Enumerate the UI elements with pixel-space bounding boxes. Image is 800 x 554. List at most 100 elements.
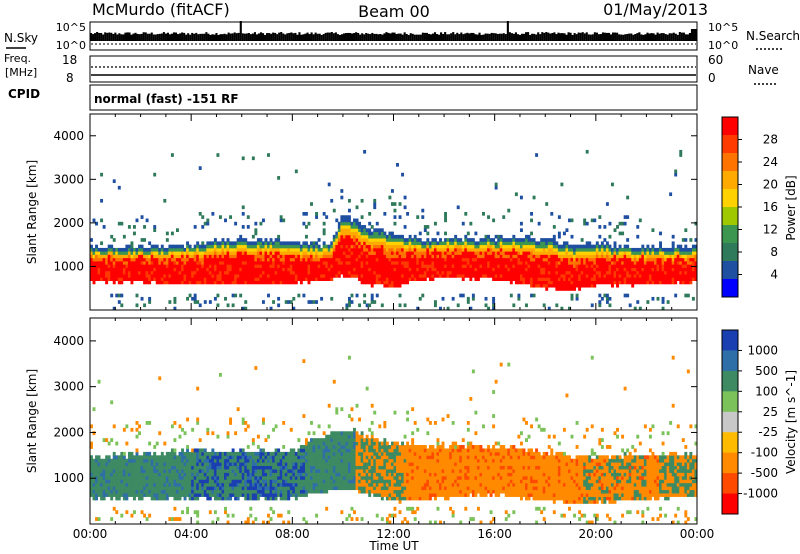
power-cell <box>370 247 374 252</box>
velocity-cell <box>216 496 220 501</box>
power-cell <box>330 257 334 262</box>
power-cell <box>90 274 93 278</box>
power-cell <box>522 277 526 281</box>
velocity-cell <box>168 489 172 494</box>
nsky-bar <box>636 33 639 41</box>
power-cell <box>411 241 415 246</box>
power-cell <box>254 264 258 268</box>
power-cell <box>684 247 688 252</box>
power-cell <box>416 215 420 219</box>
power-cell <box>388 238 392 242</box>
velocity-cell <box>254 482 258 487</box>
power-cell <box>213 247 217 252</box>
velocity-cell <box>158 472 162 477</box>
power-cell <box>588 270 592 275</box>
power-cell <box>557 257 561 262</box>
power-colorbar-cell <box>722 153 738 172</box>
velocity-cell <box>236 451 240 456</box>
power-cell <box>294 254 298 259</box>
power-cell <box>259 241 263 246</box>
velocity-cell <box>165 475 169 480</box>
power-cell <box>244 257 248 262</box>
power-cell <box>403 303 407 308</box>
power-cell <box>585 221 589 226</box>
power-cell <box>598 300 602 304</box>
power-cell <box>117 221 121 226</box>
velocity-cell <box>229 462 233 467</box>
power-cell <box>643 247 647 252</box>
power-cell <box>504 274 508 278</box>
power-cell <box>294 251 298 255</box>
velocity-cell <box>163 479 167 484</box>
velocity-cell <box>163 458 167 463</box>
power-cell <box>241 306 245 310</box>
power-cell <box>294 270 298 275</box>
power-cell <box>593 261 597 265</box>
power-cell <box>466 241 470 246</box>
power-cell <box>254 221 258 226</box>
power-cell <box>261 251 265 255</box>
power-cell <box>234 270 238 275</box>
velocity-cell <box>155 455 159 460</box>
noise-panel: N.Sky 10^5 10^0 10^5 10^0 N.Search <box>4 21 800 52</box>
power-cell <box>684 238 688 242</box>
power-cell <box>175 261 179 265</box>
power-cell <box>155 267 159 272</box>
power-cell <box>600 267 604 272</box>
power-cell <box>552 234 556 239</box>
velocity-cell <box>203 472 207 477</box>
power-cell <box>421 215 425 219</box>
nsky-bar <box>371 32 374 41</box>
power-cell <box>641 264 645 268</box>
power-cell <box>686 247 690 252</box>
power-cell <box>178 247 182 252</box>
velocity-cell <box>198 479 202 484</box>
nsky-bar <box>529 34 532 41</box>
power-cell <box>575 293 579 298</box>
power-cell <box>259 254 263 259</box>
power-cell <box>441 251 445 255</box>
power-cell <box>679 149 683 154</box>
velocity-cell <box>241 493 245 497</box>
power-cell <box>363 247 367 252</box>
velocity-cell <box>193 465 197 470</box>
power-cell <box>411 254 415 259</box>
power-cell <box>552 225 556 229</box>
power-cell <box>92 247 96 252</box>
power-cell <box>244 306 248 310</box>
power-cell <box>90 257 93 262</box>
velocity-cell <box>216 486 220 491</box>
velocity-cell <box>140 458 144 463</box>
power-cell <box>221 270 225 275</box>
velocity-cell <box>224 506 227 511</box>
power-cell <box>643 267 647 272</box>
power-cell <box>552 274 556 278</box>
power-cell <box>676 264 680 268</box>
power-cell <box>471 274 475 278</box>
power-cell <box>208 241 212 246</box>
power-cell <box>476 257 480 262</box>
velocity-cell <box>107 472 111 477</box>
power-cell <box>464 267 468 272</box>
power-cell <box>117 280 121 285</box>
velocity-cell <box>256 465 260 470</box>
power-cell <box>365 238 369 242</box>
power-cell <box>497 274 501 278</box>
power-cell <box>90 270 93 275</box>
power-cell <box>274 254 278 259</box>
power-cell <box>570 247 574 252</box>
velocity-cell <box>125 472 129 477</box>
power-cell <box>272 244 276 249</box>
velocity-cell <box>218 482 222 487</box>
power-cell <box>277 241 281 246</box>
power-cell <box>385 274 389 278</box>
power-cell <box>97 270 101 275</box>
power-cell <box>211 251 215 255</box>
velocity-cell <box>236 458 240 463</box>
power-cell <box>353 257 356 262</box>
power-cell <box>492 238 496 242</box>
velocity-cell <box>201 479 205 484</box>
velocity-cell <box>102 458 106 463</box>
power-cell <box>193 296 197 301</box>
nsky-bar <box>223 33 226 41</box>
